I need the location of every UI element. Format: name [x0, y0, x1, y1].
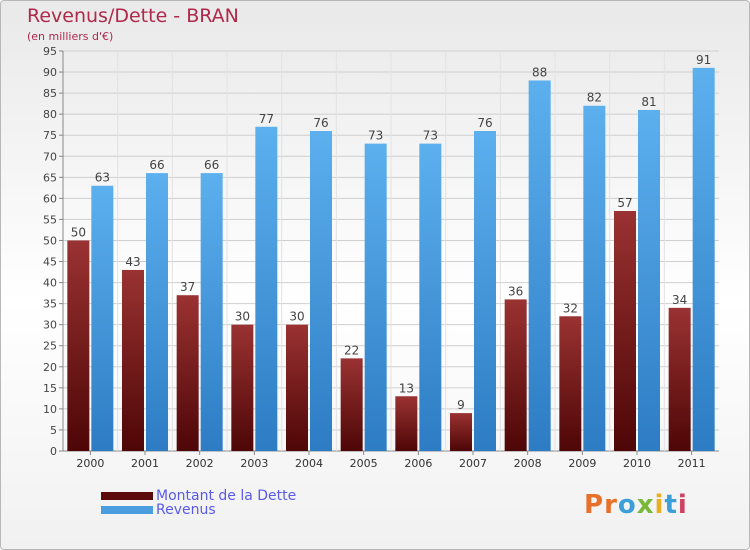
y-tick-label: 90: [43, 66, 57, 79]
y-tick-label: 70: [43, 150, 57, 163]
y-tick-label: 75: [43, 129, 57, 142]
debt-bar: [450, 413, 472, 451]
revenue-bar: [200, 173, 223, 451]
x-tick-label: 2010: [623, 457, 651, 470]
y-tick-label: 15: [43, 382, 57, 395]
chart-title: Revenus/Dette - BRAN: [27, 5, 239, 27]
y-tick-label: 5: [50, 424, 57, 437]
debt-bar: [340, 358, 363, 451]
x-tick-label: 2005: [350, 457, 378, 470]
x-tick-label: 2007: [459, 457, 487, 470]
y-tick-label: 65: [43, 171, 57, 184]
debt-bar: [67, 240, 90, 451]
revenue-bar: [692, 67, 715, 451]
legend-item-dette: Montant de la Dette: [101, 488, 297, 504]
debt-value-label: 30: [289, 310, 304, 324]
y-tick-label: 10: [43, 403, 57, 416]
y-tick-label: 85: [43, 87, 57, 100]
logo-letter: o: [617, 490, 637, 520]
debt-value-label: 13: [399, 381, 414, 395]
debt-value-label: 32: [563, 301, 578, 315]
debt-value-label: 50: [71, 225, 86, 239]
debt-value-label: 9: [457, 398, 465, 412]
debt-bar: [559, 316, 582, 451]
revenue-bar: [528, 80, 551, 451]
debt-value-label: 43: [125, 255, 140, 269]
y-tick-label: 55: [43, 213, 57, 226]
revenue-value-label: 73: [368, 129, 383, 143]
revenue-value-label: 76: [313, 116, 328, 130]
y-tick-label: 95: [43, 45, 57, 58]
logo-letter: i: [677, 490, 688, 520]
logo-letter: P: [584, 490, 605, 520]
debt-bar: [286, 324, 308, 451]
revenue-value-label: 77: [259, 112, 274, 126]
revenue-bar: [91, 185, 114, 451]
debt-value-label: 34: [672, 293, 687, 307]
debt-value-label: 37: [180, 280, 195, 294]
debt-value-label: 22: [344, 343, 359, 357]
logo-letter: r: [604, 490, 618, 520]
y-tick-label: 25: [43, 340, 57, 353]
revenue-bar: [146, 173, 168, 451]
x-tick-label: 2004: [295, 457, 323, 470]
revenue-bar: [255, 126, 278, 451]
revenue-bar: [419, 143, 442, 451]
y-tick-label: 35: [43, 298, 57, 311]
legend-item-revenus: Revenus: [101, 502, 216, 518]
logo-letter: x: [636, 490, 655, 520]
x-tick-label: 2006: [404, 457, 432, 470]
revenue-bar: [638, 109, 660, 452]
y-tick-label: 80: [43, 108, 57, 121]
debt-value-label: 30: [235, 310, 250, 324]
y-tick-label: 0: [50, 445, 57, 458]
x-tick-label: 2003: [240, 457, 268, 470]
debt-bar: [231, 324, 254, 451]
y-tick-label: 50: [43, 234, 57, 247]
x-tick-label: 2009: [568, 457, 596, 470]
logo-letter: i: [654, 490, 665, 520]
revenue-value-label: 82: [587, 91, 602, 105]
debt-bar: [395, 396, 418, 451]
revenue-value-label: 63: [95, 171, 110, 185]
debt-bar: [614, 211, 636, 451]
revenue-value-label: 81: [641, 95, 656, 109]
revenue-value-label: 66: [149, 158, 164, 172]
debt-bar: [122, 269, 144, 451]
legend-swatch-revenus: [101, 506, 153, 514]
chart-subtitle: (en milliers d'€): [27, 30, 114, 43]
y-tick-label: 45: [43, 256, 57, 269]
debt-value-label: 57: [617, 196, 632, 210]
revenue-value-label: 91: [696, 53, 711, 67]
debt-bar: [668, 307, 691, 451]
y-tick-label: 20: [43, 361, 57, 374]
x-tick-label: 2002: [186, 457, 214, 470]
revenue-bar: [364, 143, 387, 451]
proxiti-logo: Proxiti: [584, 490, 688, 520]
debt-bar: [176, 295, 199, 451]
x-tick-label: 2008: [514, 457, 542, 470]
legend-swatch-dette: [101, 492, 153, 500]
revenue-value-label: 76: [477, 116, 492, 130]
logo-letter: t: [664, 490, 678, 520]
revenue-value-label: 73: [423, 129, 438, 143]
x-tick-label: 2000: [76, 457, 104, 470]
x-tick-label: 2011: [678, 457, 706, 470]
revenue-bar: [474, 131, 496, 451]
x-tick-label: 2001: [131, 457, 159, 470]
legend-label-dette: Montant de la Dette: [156, 488, 297, 504]
y-tick-label: 60: [43, 192, 57, 205]
revenue-bar: [310, 131, 332, 451]
revenue-value-label: 66: [204, 158, 219, 172]
debt-bar: [504, 299, 527, 451]
legend-label-revenus: Revenus: [156, 502, 216, 518]
revenue-bar: [583, 105, 606, 451]
revenue-value-label: 88: [532, 65, 547, 79]
y-tick-label: 30: [43, 319, 57, 332]
y-tick-label: 40: [43, 277, 57, 290]
debt-value-label: 36: [508, 284, 523, 298]
